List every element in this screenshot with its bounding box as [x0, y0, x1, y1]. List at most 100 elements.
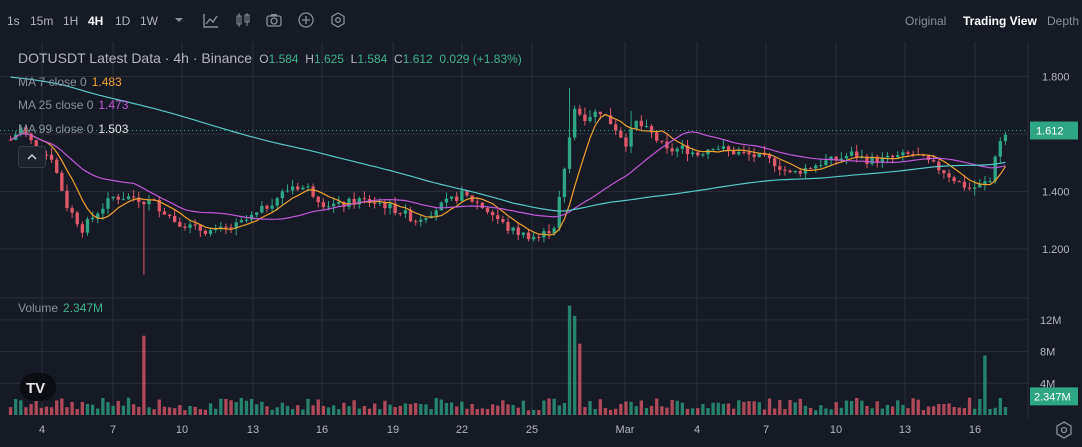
time-tick-label: Mar [616, 424, 635, 436]
time-tick-label: 16 [969, 424, 981, 436]
candle-body [131, 196, 136, 198]
volume-bar [557, 405, 561, 415]
volume-bar [34, 397, 38, 415]
candle-body [275, 198, 279, 206]
timeframe-1w[interactable]: 1W [140, 14, 158, 28]
candle-body [783, 169, 787, 171]
time-tick-label: 16 [316, 424, 328, 436]
candle-body [931, 160, 936, 162]
volume-bar [403, 403, 408, 415]
candle-body [952, 177, 956, 182]
candle-body [24, 127, 28, 134]
candle-body [116, 196, 120, 200]
camera-icon[interactable] [265, 11, 283, 29]
volume-bar [978, 399, 982, 415]
timeframe-1h[interactable]: 1H [63, 14, 79, 28]
candle-body [911, 153, 915, 155]
candle-body [660, 140, 664, 142]
candle-body [588, 117, 592, 121]
settings-hex-icon[interactable] [329, 11, 347, 29]
volume-bar [952, 406, 956, 415]
candle-body [921, 154, 926, 156]
candle-body [655, 132, 659, 141]
candle-body [849, 151, 854, 156]
volume-bar [342, 402, 346, 415]
volume-bar [408, 404, 413, 415]
volume-bar [696, 408, 700, 415]
chevron-down-icon[interactable] [170, 11, 188, 29]
candle-body [434, 210, 438, 216]
candle-body [219, 226, 223, 229]
volume-bar [321, 405, 326, 415]
volume-bar [178, 405, 182, 415]
volume-bar [890, 406, 895, 415]
candle-body [624, 137, 628, 147]
candle-body [183, 226, 187, 228]
last-volume-label: 2.347M [1034, 391, 1071, 403]
low-value: 1.584 [357, 52, 388, 66]
volume-bar [214, 408, 218, 415]
volume-bar [839, 407, 843, 415]
price-chart[interactable]: 1.8001.6001.4001.20012M8M4M4710131619222… [0, 42, 1082, 447]
volume-bar [542, 400, 546, 415]
candle-body [788, 170, 792, 173]
candle-body [865, 156, 869, 164]
candle-body [121, 199, 126, 201]
volume-bar [193, 406, 197, 415]
volume-bar [624, 401, 628, 415]
volume-bar [96, 408, 100, 415]
volume-bar [896, 400, 900, 415]
candle-body [829, 156, 833, 161]
volume-bar [198, 409, 202, 415]
candle-body [639, 120, 643, 127]
volume-bar [957, 407, 961, 415]
candlestick-type-icon[interactable] [234, 11, 252, 29]
candle-body [337, 201, 341, 204]
candle-body [983, 181, 987, 184]
chart-settings-icon[interactable] [1054, 420, 1074, 440]
candle-body [326, 206, 331, 208]
candle-body [490, 212, 495, 216]
volume-bar [296, 405, 300, 415]
volume-bar [757, 402, 761, 415]
plus-circle-icon[interactable] [297, 11, 315, 29]
volume-bar [762, 409, 767, 415]
collapse-legend-button[interactable] [18, 146, 46, 168]
timeframe-15m[interactable]: 15m [30, 14, 54, 28]
candle-body [101, 208, 105, 214]
volume-bar [137, 406, 141, 415]
volume-bar [911, 398, 915, 415]
candle-body [988, 181, 992, 183]
candle-body [598, 111, 602, 115]
candle-body [373, 202, 377, 204]
volume-bar [475, 409, 479, 415]
time-tick-label: 4 [39, 424, 45, 436]
timeframe-1s[interactable]: 1s [7, 14, 20, 28]
candle-body [126, 196, 131, 200]
view-trading-view[interactable]: Trading View [963, 14, 1037, 28]
indicator-icon[interactable] [202, 11, 220, 29]
candle-body [342, 201, 346, 207]
candle-body [808, 167, 813, 169]
view-depth[interactable]: Depth [1047, 14, 1080, 28]
volume-bar [567, 305, 572, 415]
volume-bar [860, 400, 864, 415]
candle-body [198, 225, 202, 231]
close-value: 1.612 [402, 52, 433, 66]
candle-body [778, 166, 782, 170]
candle-body [716, 148, 720, 150]
volume-bar [670, 399, 674, 415]
candle-body [301, 187, 305, 190]
candle-body [593, 111, 597, 118]
candle-body [731, 150, 736, 155]
tradingview-logo: TV [20, 373, 56, 401]
view-original[interactable]: Original [905, 14, 947, 28]
candle-body [737, 151, 741, 155]
candle-body [260, 205, 264, 213]
timeframe-1d[interactable]: 1D [115, 14, 131, 28]
volume-bar [60, 398, 64, 415]
timeframe-4h[interactable]: 4H [88, 14, 104, 28]
candle-body [998, 141, 1002, 157]
volume-bar [229, 400, 233, 415]
volume-bar [126, 397, 131, 415]
